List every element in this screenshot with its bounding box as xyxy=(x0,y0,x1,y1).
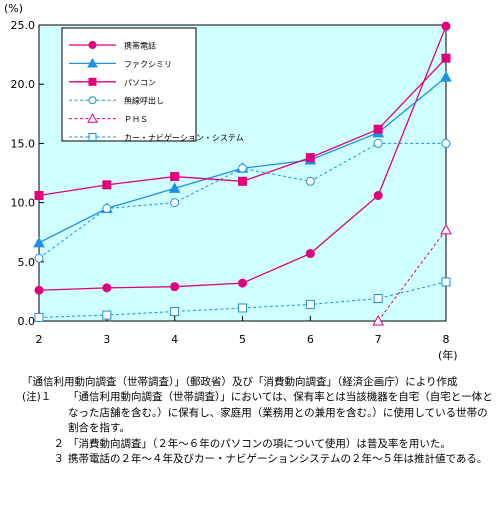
data-point xyxy=(170,307,180,317)
series-layer xyxy=(33,21,452,326)
data-point xyxy=(102,204,112,214)
data-point xyxy=(87,57,98,68)
y-tick-label: 25.0 xyxy=(11,19,36,32)
legend-label: パソコン xyxy=(124,78,156,87)
legend-label: 無線呼出し xyxy=(124,96,164,106)
legend-box xyxy=(61,27,197,142)
data-point xyxy=(102,283,112,293)
data-point xyxy=(102,310,112,320)
y-axis: 0.0 5.0 10.0 15.0 20.0 25.0 xyxy=(11,19,44,328)
note-3: ３ 携帯電話の２年～４年及びカー・ナビゲーションシステムの２年～５年は推計値であ… xyxy=(22,452,494,467)
series-line xyxy=(377,229,447,322)
data-point xyxy=(170,282,180,292)
series-3 xyxy=(34,53,451,200)
legend-item-5: ＰＨＳ xyxy=(69,113,148,124)
x-tick-label: 3 xyxy=(103,333,110,346)
series-5 xyxy=(372,223,452,326)
data-point xyxy=(33,236,45,248)
series-6 xyxy=(34,277,451,322)
legend-label: 携帯電話 xyxy=(124,41,156,51)
data-point xyxy=(238,176,247,186)
data-point xyxy=(170,172,180,182)
legend-item-6: カー・ナビゲーション・システム xyxy=(69,133,244,143)
data-point xyxy=(305,153,315,163)
data-point xyxy=(88,41,97,49)
data-point xyxy=(88,96,97,105)
legend-item-3: パソコン xyxy=(69,77,156,87)
data-point xyxy=(372,314,385,326)
data-point xyxy=(373,138,383,148)
data-point xyxy=(305,176,315,186)
series-4 xyxy=(34,138,451,263)
source-note: 「通信利用動向調査（世帯調査）」（郵政省）及び「消費動向調査」（経済企画庁）によ… xyxy=(22,376,458,388)
data-point xyxy=(441,53,451,63)
y-tick-label: 10.0 xyxy=(11,197,36,210)
y-tick-label: 15.0 xyxy=(11,137,36,150)
x-axis-unit-label: (年) xyxy=(438,348,458,362)
notes: 「通信利用動向調査（世帯調査）」（郵政省）及び「消費動向調査」（経済企画庁）によ… xyxy=(22,375,494,467)
legend-label: ファクシミリ xyxy=(124,60,172,69)
data-point xyxy=(102,180,112,190)
data-point xyxy=(88,133,97,141)
data-point xyxy=(87,113,98,123)
legend-item-2: ファクシミリ xyxy=(69,57,172,69)
legend-label: ＰＨＳ xyxy=(124,115,148,124)
data-point xyxy=(441,138,451,148)
data-point xyxy=(440,71,452,82)
data-point xyxy=(88,77,97,86)
note-3-head: ３ xyxy=(53,453,65,466)
data-point xyxy=(441,277,451,287)
note-1-head: (注)１ xyxy=(22,391,52,404)
data-point xyxy=(305,299,315,309)
note-2: ２ 「消費動向調査」（２年～６年のパソコンの項について使用）は普及率を用いた。 xyxy=(22,437,494,452)
data-point xyxy=(34,285,44,295)
y-axis-unit-label: (%) xyxy=(4,2,23,15)
legend-label: カー・ナビゲーション・システム xyxy=(124,133,244,143)
data-point xyxy=(34,190,44,200)
data-point xyxy=(238,303,247,313)
x-tick-label: 7 xyxy=(375,333,382,346)
note-3-text: 携帯電話の２年～４年及びカー・ナビゲーションシステムの２年～５年は推計値である。 xyxy=(68,453,488,466)
data-point xyxy=(34,312,44,322)
x-tick-label: 8 xyxy=(443,333,450,346)
data-point xyxy=(168,182,181,193)
note-1: (注)１ 「通信利用動向調査（世帯調査）」においては、保有率とは当該機器を自宅（… xyxy=(22,390,494,436)
data-point xyxy=(373,124,383,134)
note-2-head: ２ xyxy=(53,437,65,450)
legend-item-4: 無線呼出し xyxy=(69,96,164,106)
data-point xyxy=(305,249,315,259)
data-point xyxy=(373,190,383,200)
data-point xyxy=(440,223,452,235)
data-point xyxy=(238,163,247,173)
y-tick-label: 5.0 xyxy=(18,256,36,269)
series-1 xyxy=(34,21,451,295)
y-tick-label: 20.0 xyxy=(11,78,36,91)
x-tick-label: 5 xyxy=(239,333,246,346)
note-1-text: 「通信利用動向調査（世帯調査）」においては、保有率とは当該機器を自宅（自宅と一体… xyxy=(68,391,493,435)
data-point xyxy=(170,198,180,208)
line-chart: (%) 0.0 5.0 10.0 15.0 20.0 25.0 2 3 4 5 6 7 8 (年) 携… xyxy=(4,2,458,362)
x-tick-label: 4 xyxy=(171,333,178,346)
x-axis: 2 3 4 5 6 7 8 xyxy=(36,316,450,346)
x-tick-label: 2 xyxy=(36,333,43,346)
data-point xyxy=(34,253,44,263)
y-tick-label: 0.0 xyxy=(18,315,36,328)
data-point xyxy=(373,294,383,304)
note-2-text: 「消費動向調査」（２年～６年のパソコンの項について使用）は普及率を用いた。 xyxy=(68,437,451,450)
data-point xyxy=(238,278,247,288)
data-point xyxy=(441,21,451,31)
x-tick-label: 6 xyxy=(307,333,314,346)
legend-item-1: 携帯電話 xyxy=(69,41,156,51)
